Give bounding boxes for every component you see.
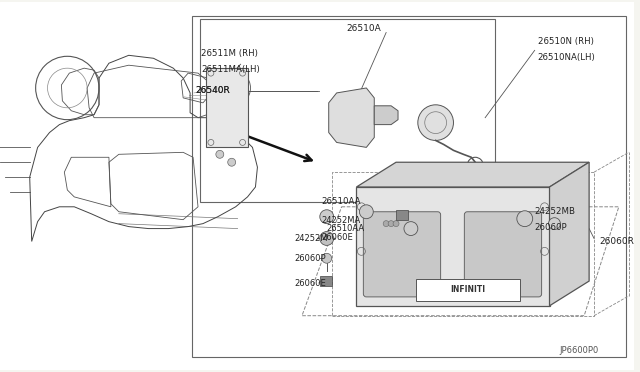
Polygon shape <box>356 162 589 187</box>
Text: 26510NA(LH): 26510NA(LH) <box>538 53 595 62</box>
Text: 26060E: 26060E <box>322 233 353 242</box>
Circle shape <box>517 211 532 227</box>
Text: 26060E: 26060E <box>294 279 326 288</box>
Circle shape <box>388 221 394 227</box>
Text: 26540R: 26540R <box>195 86 230 96</box>
Bar <box>396 210 408 219</box>
Circle shape <box>548 218 561 230</box>
Text: 24252MA: 24252MA <box>322 216 361 225</box>
Circle shape <box>418 105 454 141</box>
Circle shape <box>228 158 236 166</box>
Circle shape <box>322 253 332 263</box>
Bar <box>192 16 626 357</box>
Bar <box>206 68 248 147</box>
Text: 26060R: 26060R <box>599 237 634 246</box>
Text: 26540R: 26540R <box>195 86 230 96</box>
Circle shape <box>320 210 333 224</box>
Text: 26511M (RH): 26511M (RH) <box>201 49 258 58</box>
Text: 26510A: 26510A <box>346 24 381 33</box>
Circle shape <box>320 231 333 246</box>
Text: 24252MB: 24252MB <box>534 207 575 216</box>
Circle shape <box>404 222 418 235</box>
Text: 26510AA: 26510AA <box>322 197 362 206</box>
Polygon shape <box>374 106 398 125</box>
FancyBboxPatch shape <box>465 212 541 297</box>
Circle shape <box>360 205 373 219</box>
Text: 26511MA(LH): 26511MA(LH) <box>201 65 260 74</box>
Text: INFINITI: INFINITI <box>451 285 485 295</box>
FancyBboxPatch shape <box>364 212 440 297</box>
Text: 26510AA: 26510AA <box>327 224 365 233</box>
Polygon shape <box>550 162 589 306</box>
Bar <box>200 19 495 202</box>
Circle shape <box>393 221 399 227</box>
Text: 26510N (RH): 26510N (RH) <box>538 37 593 46</box>
Bar <box>320 276 332 286</box>
Circle shape <box>216 150 224 158</box>
Text: 24252M: 24252M <box>294 234 328 243</box>
Bar <box>416 279 520 301</box>
Polygon shape <box>329 88 374 147</box>
Text: JP6600P0: JP6600P0 <box>559 346 598 355</box>
Text: 26060P: 26060P <box>534 223 567 232</box>
Text: 26060P: 26060P <box>294 254 326 263</box>
Circle shape <box>383 221 389 227</box>
Bar <box>356 187 550 306</box>
